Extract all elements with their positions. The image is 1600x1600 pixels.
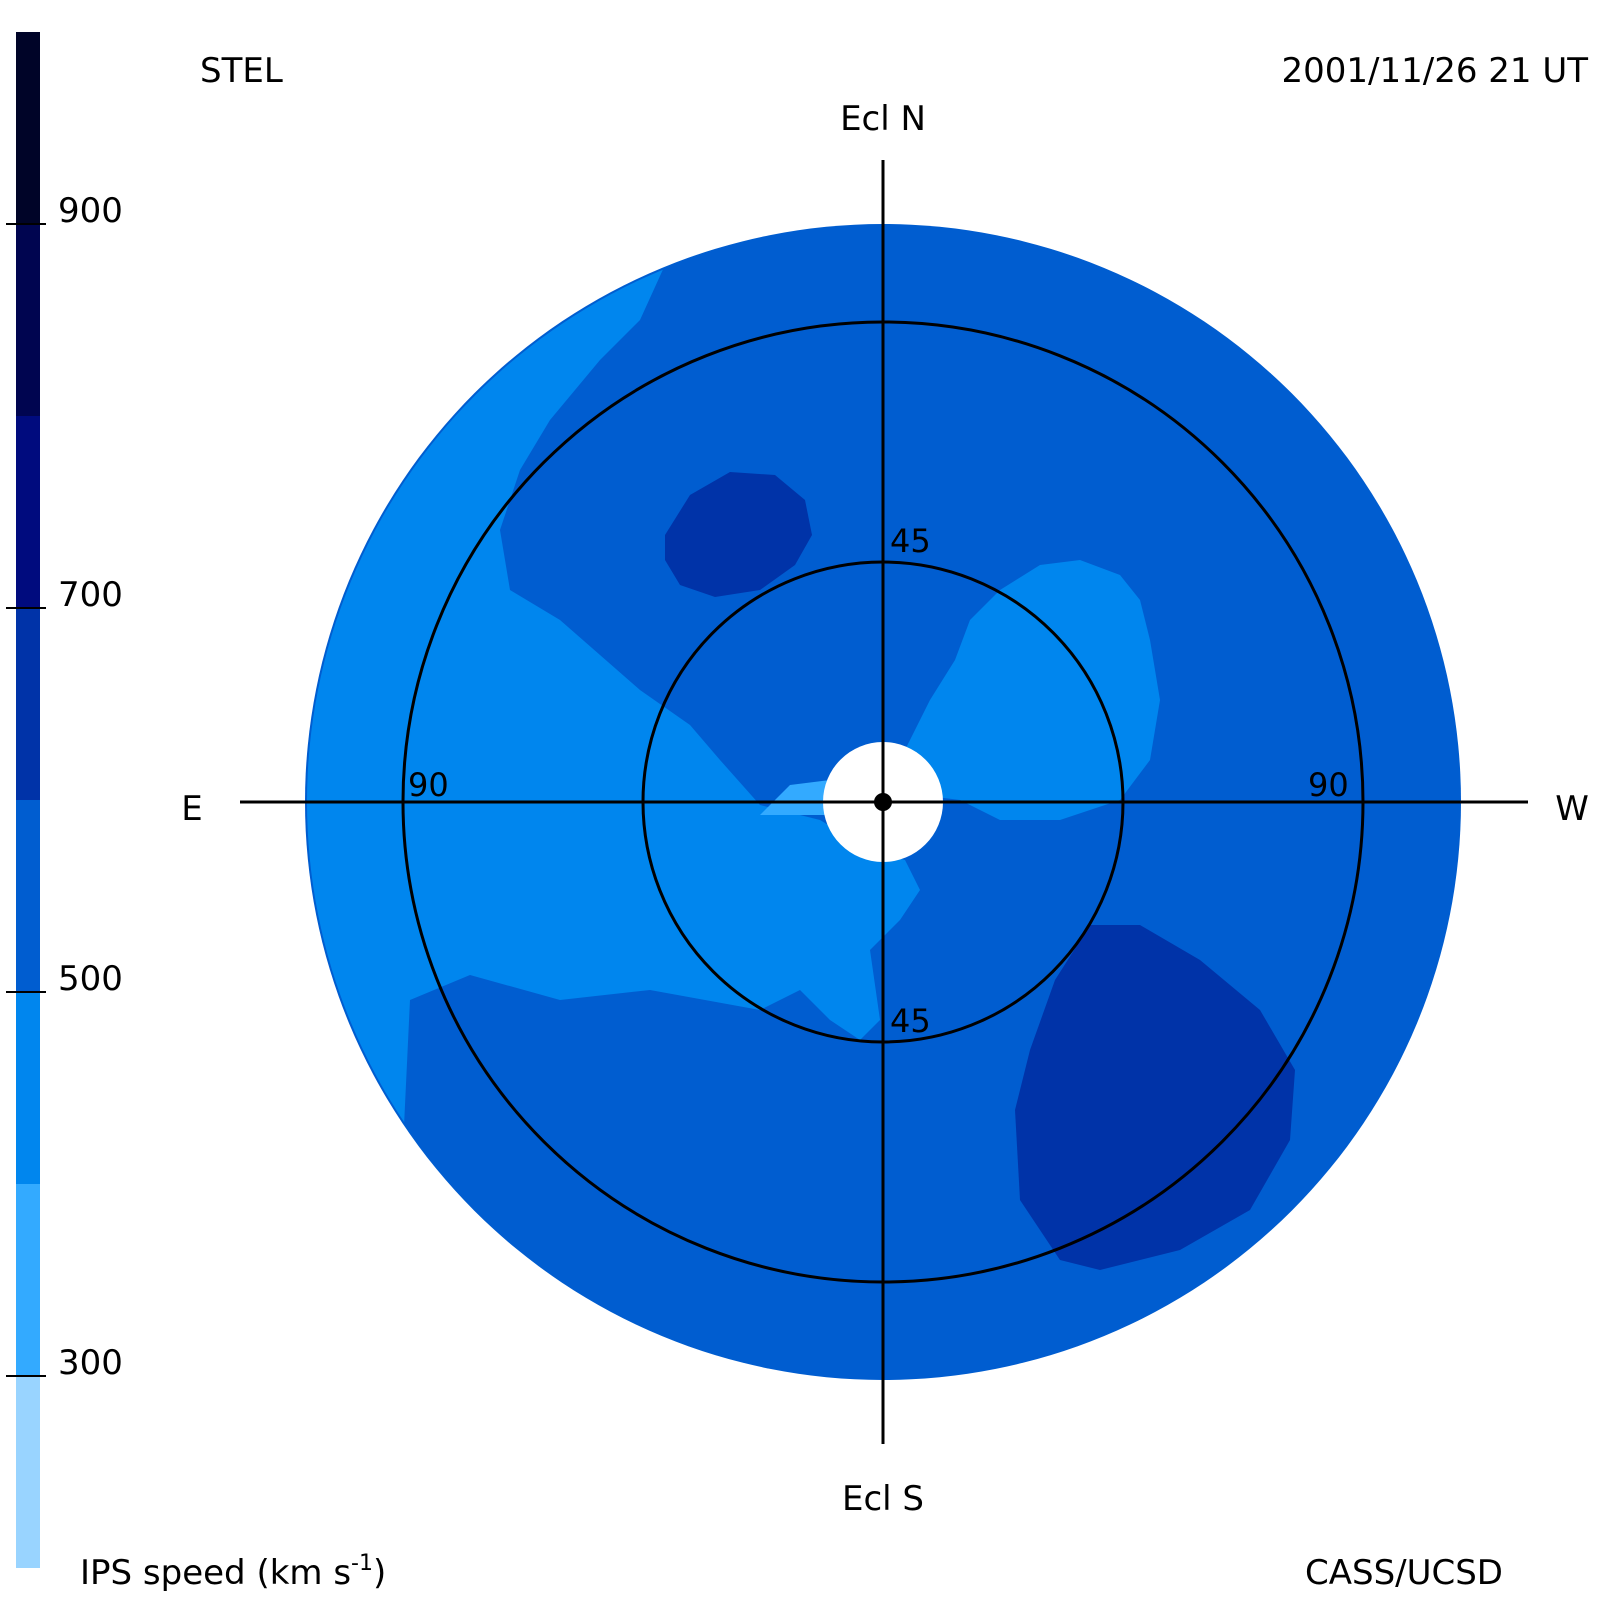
credit-label: CASS/UCSD	[1305, 1553, 1503, 1593]
region-southwest-fast-patch	[1015, 925, 1295, 1270]
colorbar-title: IPS speed (km s-1)	[80, 1551, 386, 1593]
colorbar-bin-400-500	[16, 992, 40, 1184]
ring-45-label-top: 45	[890, 522, 931, 560]
region-northwest-slow-stream	[307, 265, 920, 1210]
colorbar-bin-200-300	[16, 1376, 40, 1568]
speed-regions	[307, 265, 1295, 1270]
speed-colorbar: 300 500 700 900	[6, 32, 123, 1568]
colorbar-bin-800-900	[16, 224, 40, 416]
ring-45-label-bottom: 45	[890, 1002, 931, 1040]
observatory-label: STEL	[200, 51, 283, 91]
ecliptic-north-label: Ecl N	[840, 99, 926, 139]
colorbar-tick-label-700: 700	[58, 575, 123, 615]
east-label: E	[181, 789, 202, 829]
colorbar-bin-900-1000	[16, 32, 40, 224]
colorbar-bin-700-800	[16, 416, 40, 608]
timestamp-label: 2001/11/26 21 UT	[1282, 51, 1589, 91]
colorbar-bin-500-600	[16, 800, 40, 992]
colorbar-tick-label-300: 300	[58, 1343, 123, 1383]
colorbar-tick-label-900: 900	[58, 191, 123, 231]
colorbar-bin-300-400	[16, 1184, 40, 1376]
ring-90-label-left: 90	[408, 766, 449, 804]
region-north-fast-patch	[665, 472, 812, 597]
ring-90-label-right: 90	[1308, 766, 1349, 804]
region-northeast-slow-stream	[900, 560, 1160, 820]
west-label: W	[1555, 789, 1589, 829]
sun-center-dot	[874, 793, 892, 811]
colorbar-bin-600-700	[16, 608, 40, 800]
ecliptic-south-label: Ecl S	[842, 1479, 924, 1519]
colorbar-tick-label-500: 500	[58, 959, 123, 999]
